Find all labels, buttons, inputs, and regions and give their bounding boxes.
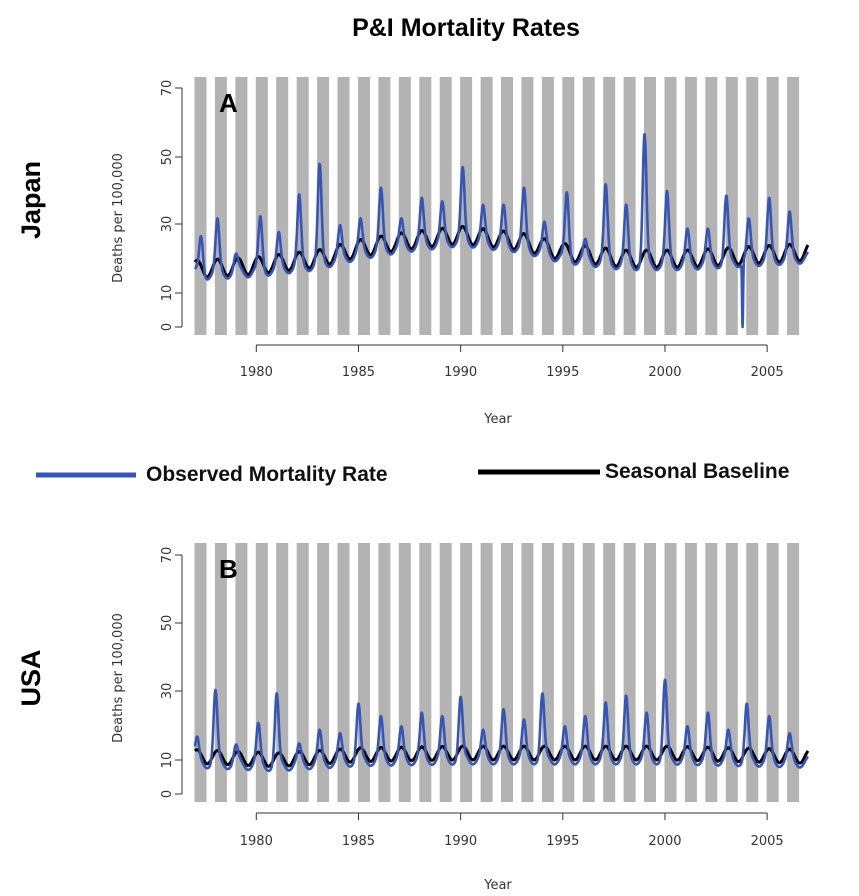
season-bar xyxy=(501,543,513,802)
season-bar xyxy=(235,543,248,802)
legend: Observed Mortality Rate Seasonal Baselin… xyxy=(36,460,789,486)
season-bar xyxy=(296,77,309,335)
y-tick-label: 70 xyxy=(160,547,175,564)
season-bar xyxy=(541,77,554,335)
season-bar xyxy=(419,77,432,335)
y-tick-label: 0 xyxy=(160,323,175,331)
season-bar xyxy=(603,77,616,335)
x-tick-label: 1990 xyxy=(444,365,477,380)
season-bar xyxy=(746,77,759,335)
season-bar xyxy=(337,77,350,335)
season-bar xyxy=(766,543,779,802)
season-bars xyxy=(194,77,800,335)
season-bar xyxy=(398,77,411,335)
season-bar xyxy=(317,77,330,335)
season-bar xyxy=(725,77,738,335)
country-label-japan: Japan xyxy=(16,161,46,239)
season-bar xyxy=(562,543,575,802)
season-bar xyxy=(439,543,452,802)
season-bar xyxy=(787,77,800,335)
season-bar xyxy=(705,77,718,335)
legend-observed-label: Observed Mortality Rate xyxy=(146,463,388,486)
season-bar xyxy=(255,77,268,335)
season-bar xyxy=(276,77,289,335)
season-bar xyxy=(684,543,697,802)
season-bar xyxy=(766,77,779,335)
season-bar xyxy=(582,77,595,335)
season-bar xyxy=(194,77,207,335)
y-tick-label: 30 xyxy=(160,683,175,700)
x-tick-label: 2005 xyxy=(751,365,784,380)
season-bar xyxy=(439,77,452,335)
season-bar xyxy=(582,543,595,802)
season-bar xyxy=(296,543,309,802)
season-bar xyxy=(664,77,677,335)
y-tick-label: 10 xyxy=(160,752,175,769)
x-axis: 1980 1985 1990 1995 2000 2005 xyxy=(240,344,784,380)
season-bar xyxy=(378,543,391,802)
season-bar xyxy=(398,543,411,802)
x-tick-label: 2000 xyxy=(648,365,681,380)
season-bar xyxy=(501,77,513,335)
x-tick-label: 1985 xyxy=(342,834,375,849)
x-axis-label: Year xyxy=(483,412,512,427)
season-bar xyxy=(623,77,636,335)
x-tick-label: 1990 xyxy=(444,834,477,849)
season-bar xyxy=(521,77,534,335)
season-bar xyxy=(480,77,493,335)
x-tick-label: 2005 xyxy=(751,834,784,849)
x-axis-label: Year xyxy=(483,878,512,893)
legend-baseline-label: Seasonal Baseline xyxy=(605,460,789,483)
y-axis: 0 10 30 50 70 xyxy=(160,547,183,798)
season-bar xyxy=(521,543,534,802)
country-label-usa: USA xyxy=(16,649,46,706)
y-axis: 0 10 30 50 70 xyxy=(160,80,183,331)
season-bar xyxy=(705,543,718,802)
x-tick-label: 1995 xyxy=(546,365,579,380)
observed-series-line xyxy=(193,678,810,773)
figure-title: P&I Mortality Rates xyxy=(352,14,580,42)
season-bar xyxy=(623,543,636,802)
y-tick-label: 0 xyxy=(160,790,175,798)
x-axis: 1980 1985 1990 1995 2000 2005 xyxy=(240,812,784,849)
y-tick-label: 70 xyxy=(160,80,175,97)
season-bar xyxy=(644,543,656,802)
y-tick-label: 10 xyxy=(160,285,175,302)
season-bar xyxy=(358,77,370,335)
y-axis-label: Deaths per 100,000 xyxy=(111,153,126,283)
y-tick-label: 50 xyxy=(160,615,175,632)
x-tick-label: 1995 xyxy=(546,834,579,849)
x-tick-label: 1985 xyxy=(342,365,375,380)
panel-usa: USA 0 10 30 50 70 1980 1985 1990 1995 2000 2005 D… xyxy=(16,543,810,893)
y-axis-label: Deaths per 100,000 xyxy=(111,613,126,743)
panel-label-a: A xyxy=(219,88,238,118)
x-tick-label: 1980 xyxy=(240,365,273,380)
x-tick-label: 2000 xyxy=(648,834,681,849)
season-bar xyxy=(644,77,656,335)
x-tick-label: 1980 xyxy=(240,834,273,849)
y-tick-label: 30 xyxy=(160,216,175,233)
season-bar xyxy=(378,77,391,335)
panel-label-b: B xyxy=(219,554,238,584)
season-bar xyxy=(419,543,432,802)
season-bar xyxy=(684,77,697,335)
y-tick-label: 50 xyxy=(160,149,175,166)
panel-japan: Japan 0 10 30 50 70 1980 1985 1990 1995 2000 2005… xyxy=(16,77,810,427)
observed-series-line xyxy=(193,132,810,329)
season-bar xyxy=(603,543,616,802)
season-bar xyxy=(255,543,268,802)
